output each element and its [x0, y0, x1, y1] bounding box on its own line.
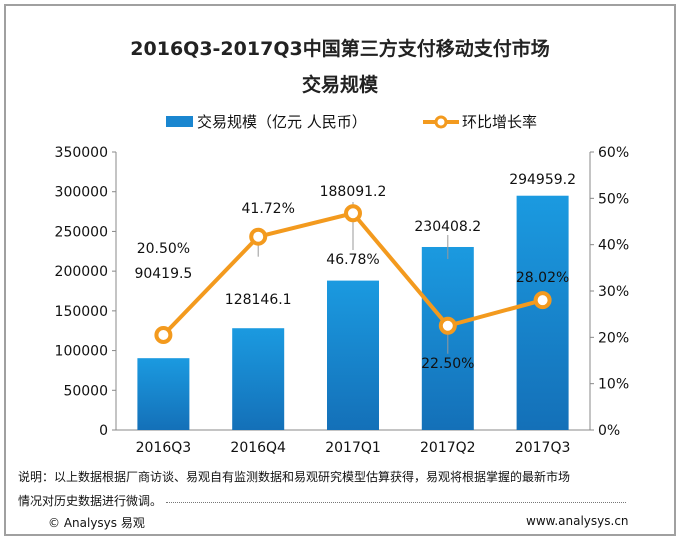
right-tick-label: 40%: [598, 238, 629, 254]
chart-title-line2: 交易规模: [301, 74, 378, 96]
divider: [166, 502, 626, 503]
left-tick-label: 100000: [55, 344, 108, 360]
footer-copyright: © Analysys 易观: [48, 516, 145, 530]
right-tick-label: 60%: [598, 145, 629, 161]
growth-value-label: 41.72%: [242, 201, 295, 217]
growth-point: [344, 204, 362, 223]
bar-value-label: 128146.1: [225, 292, 292, 308]
growth-value-label: 22.50%: [421, 356, 474, 372]
growth-value-label: 28.02%: [516, 270, 569, 286]
chart-frame: 2016Q3-2017Q3中国第三方支付移动支付市场 交易规模 交易规模（亿元 …: [4, 4, 676, 536]
right-tick-label: 30%: [598, 284, 629, 300]
x-tick-label: 2017Q3: [515, 440, 571, 456]
chart-title-line1: 2016Q3-2017Q3中国第三方支付移动支付市场: [130, 38, 550, 60]
legend-line-swatch: [423, 115, 459, 128]
x-tick-label: 2017Q1: [325, 440, 381, 456]
growth-point: [533, 291, 552, 310]
legend-bar-label: 交易规模（亿元 人民币）: [197, 113, 367, 131]
left-tick-label: 350000: [55, 145, 108, 161]
bar-value-label: 230408.2: [414, 219, 481, 235]
note-line2: 情况对历史数据进行微调。: [18, 494, 163, 508]
note-line1: 说明：以上数据根据厂商访谈、易观自有监测数据和易观研究模型估算获得，易观将根据掌…: [18, 470, 571, 484]
right-tick-label: 0%: [598, 423, 620, 439]
growth-point: [249, 227, 268, 246]
left-tick-label: 300000: [55, 185, 108, 201]
left-tick-label: 200000: [55, 264, 108, 280]
bar-value-label: 188091.2: [320, 184, 387, 200]
x-tick-label: 2017Q2: [420, 440, 476, 456]
growth-value-label: 46.78%: [326, 252, 379, 268]
footer-url: www.analysys.cn: [526, 514, 629, 528]
x-tick-label: 2016Q4: [230, 440, 286, 456]
legend-item-bar: 交易规模（亿元 人民币）: [166, 111, 367, 132]
growth-point: [154, 326, 173, 345]
bar: [137, 358, 190, 430]
x-tick-label: 2016Q3: [136, 440, 192, 456]
right-tick-label: 50%: [598, 191, 629, 207]
bar: [327, 280, 379, 430]
right-tick-label: 10%: [598, 377, 629, 393]
left-tick-label: 50000: [63, 383, 108, 399]
growth-value-label: 20.50%: [137, 241, 190, 257]
chart-svg: 0 50000 100000 150000 200000 250000 300000 3500…: [55, 145, 630, 456]
bar: [516, 195, 569, 430]
legend-line-label: 环比增长率: [462, 113, 538, 131]
legend-item-line: 环比增长率: [423, 111, 537, 132]
left-tick-label: 250000: [55, 224, 108, 240]
bar-value-label: 294959.2: [509, 172, 576, 188]
bar: [232, 328, 285, 430]
bar-value-label: 90419.5: [134, 266, 192, 282]
growth-point: [438, 316, 457, 335]
right-tick-label: 20%: [598, 330, 629, 346]
left-tick-label: 0: [99, 423, 108, 439]
left-tick-label: 150000: [55, 304, 108, 320]
legend-bar-swatch: [166, 116, 193, 127]
